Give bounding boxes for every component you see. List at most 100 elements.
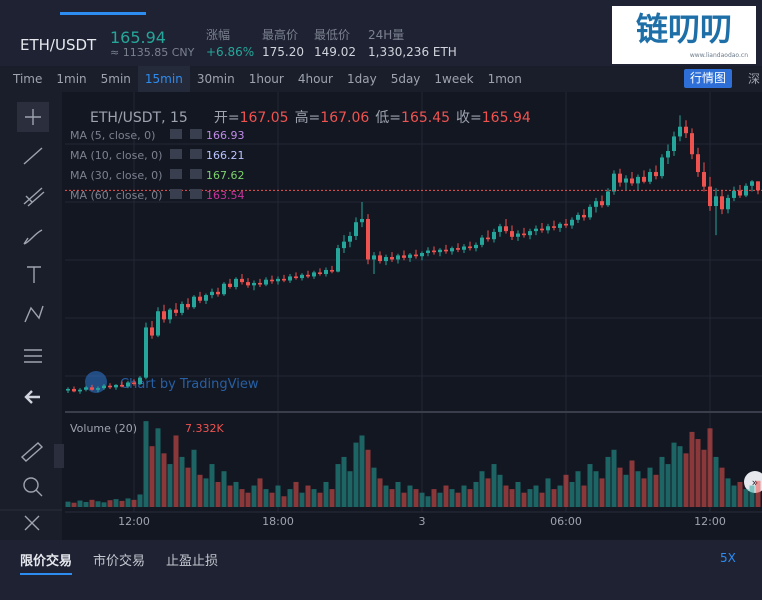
candle-body	[180, 303, 184, 313]
volume-bar	[671, 442, 677, 507]
legend-title: ETH/USDT, 15	[90, 110, 188, 126]
volume-bar	[251, 485, 257, 507]
ohlc-value: 167.05	[239, 110, 289, 126]
volume-bar	[593, 471, 599, 507]
trade-tab[interactable]: 限价交易	[20, 550, 73, 575]
trade-tab[interactable]: 市价交易	[93, 554, 146, 569]
candle-body	[336, 248, 340, 272]
candle-body	[570, 219, 574, 226]
trade-tab[interactable]: 止盈止损	[166, 554, 219, 569]
leverage[interactable]: 5X	[720, 551, 736, 565]
interval-tab[interactable]: 5day	[390, 72, 421, 86]
scroll-icon: »	[752, 476, 759, 489]
candle-body	[522, 233, 526, 236]
interval-tab[interactable]: 1min	[56, 72, 87, 86]
volume-bar	[191, 449, 197, 507]
candle-body	[720, 196, 724, 210]
volume-bar	[485, 478, 491, 507]
interval-tab[interactable]: 1hour	[248, 72, 284, 86]
volume-bar	[497, 474, 503, 507]
grid	[65, 92, 762, 512]
x-tick-label: 12:00	[694, 515, 726, 528]
volume-bar	[311, 489, 317, 507]
candle-body	[192, 296, 196, 308]
interval-tab[interactable]: 1mon	[487, 72, 522, 86]
volume-bar	[197, 474, 203, 507]
volume-bar	[395, 481, 401, 507]
interval-tab[interactable]: 30min	[196, 72, 235, 86]
candle-body	[234, 278, 238, 287]
volume-bar	[215, 481, 221, 507]
candle-body	[714, 196, 718, 207]
header: ETH/USDT 165.94 ≈ 1135.85 CNY 链叨叨 www.li…	[0, 0, 762, 66]
candle-body	[318, 272, 322, 275]
volume-bar	[689, 431, 695, 507]
candle-body	[600, 201, 604, 206]
ma-controls[interactable]	[170, 189, 206, 199]
stat-label: 24H量	[368, 28, 405, 42]
ma-value: 166.93	[206, 129, 245, 142]
volume-bar	[221, 471, 227, 507]
volume-bar	[695, 439, 701, 507]
ohlc-label: 收=	[456, 110, 482, 126]
candle-body	[510, 231, 514, 237]
candle-body	[636, 176, 640, 184]
ma-controls[interactable]	[170, 169, 206, 179]
candle-body	[582, 214, 586, 218]
candle-body	[204, 295, 208, 301]
ma-name: MA (60, close, 0)	[70, 189, 163, 202]
volume-bar	[185, 467, 191, 507]
stat-value: +6.86%	[206, 45, 255, 59]
ohlc-label: 高=	[294, 110, 321, 126]
candle-body	[630, 178, 634, 184]
volume-bar	[401, 492, 407, 507]
x-tick-label: 3	[419, 515, 426, 528]
candle-body	[450, 248, 454, 252]
candle-body	[432, 250, 436, 253]
volume-bar	[635, 471, 641, 507]
volume-bar	[551, 489, 557, 507]
candle-body	[282, 278, 286, 281]
candle-body	[504, 226, 508, 232]
candle-body	[444, 249, 448, 252]
stat: 最低价 149.02	[314, 26, 356, 59]
stat-value: 1,330,236 ETH	[368, 45, 457, 59]
volume-bar	[443, 485, 449, 507]
volume-bar	[299, 492, 305, 507]
volume-bar	[491, 464, 497, 507]
candle-body	[72, 388, 76, 392]
legend-ohlc: ETH/USDT, 15 开=167.05 高=167.06 低=165.45 收=16…	[70, 107, 537, 127]
volume-bar	[203, 478, 209, 507]
volume-bar	[683, 453, 689, 507]
candle-body	[642, 176, 646, 182]
x-tick-label: 12:00	[118, 515, 150, 528]
volume-name: Volume (20)	[70, 422, 137, 435]
ma-controls[interactable]	[170, 129, 206, 139]
candle-body	[462, 246, 466, 250]
depth-button[interactable]: 深	[748, 72, 761, 86]
collapse-button[interactable]	[54, 444, 64, 468]
interval-tab[interactable]: 1day	[346, 72, 377, 86]
candle-body	[276, 278, 280, 282]
interval-tab[interactable]: 15min	[137, 66, 190, 92]
volume-bar	[293, 481, 299, 507]
volume-bar	[677, 446, 683, 507]
candle-body	[90, 387, 94, 390]
candle-body	[612, 173, 616, 192]
volume-bar	[623, 474, 629, 507]
volume-bar	[725, 478, 731, 507]
interval-tab[interactable]: 1week	[434, 72, 474, 86]
ma-controls[interactable]	[170, 149, 206, 159]
volume-bar	[413, 489, 419, 507]
x-tick-label: 06:00	[550, 515, 582, 528]
candle-body	[438, 249, 442, 253]
volume-bar	[473, 481, 479, 507]
candle-body	[294, 276, 298, 279]
view-button[interactable]: 行情图	[684, 69, 732, 88]
interval-tab[interactable]: 4hour	[297, 72, 333, 86]
interval-tab[interactable]: 5min	[100, 72, 131, 86]
interval-tab[interactable]: Time	[13, 72, 43, 86]
volume-bar	[245, 492, 251, 507]
ohlc-value: 167.06	[320, 110, 370, 126]
